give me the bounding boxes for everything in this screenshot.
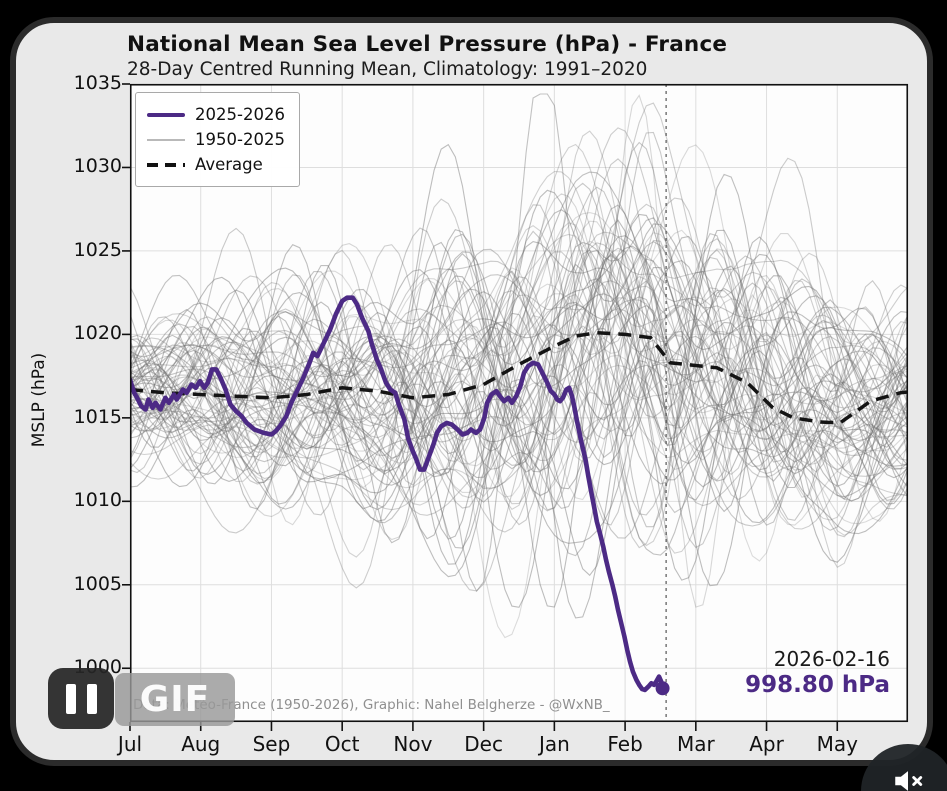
purple-line-swatch	[147, 112, 185, 117]
y-tick-label: 1030	[73, 155, 122, 178]
x-tick-label: May	[816, 732, 858, 756]
x-tick-label: Apr	[749, 732, 784, 756]
x-tick-label: Oct	[324, 732, 360, 756]
y-tick-label: 1035	[73, 72, 122, 94]
legend-label: 2025-2026	[195, 105, 285, 124]
y-tick-label: 1010	[73, 489, 122, 512]
legend-label: Average	[195, 155, 263, 174]
legend-label: 1950-2025	[195, 130, 285, 149]
x-tick-label: Aug	[181, 732, 221, 756]
x-tick-label: Feb	[607, 732, 643, 756]
dashed-line-swatch	[147, 162, 185, 167]
pause-button[interactable]	[48, 668, 114, 729]
y-axis-label: MSLP (hPa)	[29, 352, 49, 448]
chart-card: National Mean Sea Level Pressure (hPa) -…	[10, 17, 933, 766]
current-value-annotation: 2026-02-16 998.80 hPa	[745, 647, 890, 699]
chart-title: National Mean Sea Level Pressure (hPa) -…	[127, 32, 728, 57]
x-tick-label: Sep	[252, 732, 291, 756]
y-tick-label: 1015	[73, 405, 122, 428]
pause-icon	[86, 683, 97, 714]
legend-entry-average: Average	[147, 152, 285, 177]
gif-badge: GIF	[115, 673, 235, 726]
x-tick-label: Jul	[117, 732, 143, 756]
legend: 2025-2026 1950-2025 Average	[135, 92, 300, 187]
y-tick-label: 1020	[73, 322, 122, 345]
muted-speaker-icon	[895, 771, 923, 791]
y-tick-label: 1005	[73, 572, 122, 595]
chart-subtitle: 28-Day Centred Running Mean, Climatology…	[127, 59, 648, 80]
annotation-value: 998.80 hPa	[745, 672, 890, 698]
attribution-text: Data: Météo-France (1950-2026), Graphic:…	[133, 697, 610, 713]
legend-entry-2025-2026: 2025-2026	[147, 102, 285, 127]
x-tick-label: Jan	[538, 732, 570, 756]
x-tick-label: Nov	[393, 732, 433, 756]
x-tick-label: Dec	[464, 732, 503, 756]
x-tick-label: Mar	[676, 732, 715, 756]
gray-line-swatch	[147, 138, 185, 141]
annotation-date: 2026-02-16	[773, 647, 890, 671]
pause-icon	[65, 683, 76, 714]
plot-area	[122, 83, 909, 731]
y-tick-label: 1025	[73, 238, 122, 261]
legend-entry-1950-2025: 1950-2025	[147, 127, 285, 152]
